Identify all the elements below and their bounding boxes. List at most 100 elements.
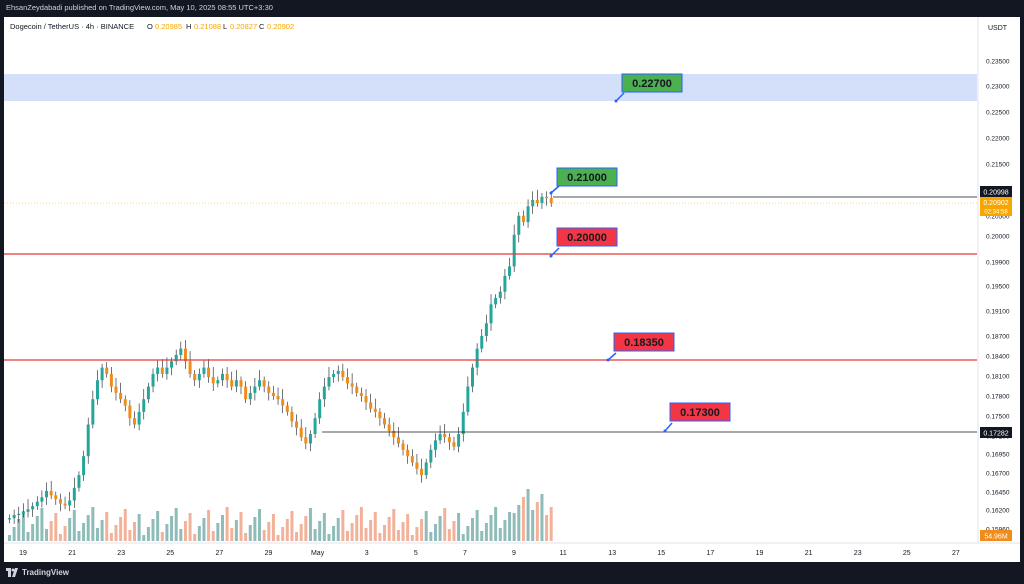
candle-body <box>355 386 359 393</box>
time-tick-label: 25 <box>166 550 174 557</box>
volume-bar <box>420 519 424 541</box>
candle-body <box>68 500 72 506</box>
chart-background <box>4 17 1020 562</box>
countdown-text: 02:34:58 <box>984 210 1008 216</box>
price-chart[interactable]: Dogecoin / TetherUS · 4h · BINANCE O 0.2… <box>4 17 1020 562</box>
candle-body <box>295 421 299 428</box>
volume-bar <box>415 527 419 541</box>
volume-bar <box>271 514 275 541</box>
candle-body <box>271 392 275 397</box>
candle-body <box>512 234 516 267</box>
volume-bar <box>378 533 382 541</box>
candle-body <box>220 373 224 381</box>
time-tick-label: 3 <box>365 550 369 557</box>
volume-bar <box>45 529 49 541</box>
candle-body <box>58 499 62 504</box>
candle-body <box>545 196 549 199</box>
ohlc-open-value: 0.20985 <box>155 22 182 31</box>
volume-bar <box>183 521 187 541</box>
volume-bar <box>313 529 317 541</box>
time-tick-label: 17 <box>707 550 715 557</box>
level-callout-0.17300[interactable]: 0.17300 <box>663 402 731 433</box>
volume-bar <box>119 517 123 541</box>
publish-bar: EhsanZeydabadi published on TradingView.… <box>0 0 1024 17</box>
volume-bar <box>531 510 535 541</box>
time-tick-label: 21 <box>68 550 76 557</box>
volume-bar <box>160 532 164 541</box>
callout-anchor <box>614 99 618 103</box>
callout-anchor <box>549 191 553 195</box>
candle-body <box>322 386 326 400</box>
time-tick-label: 23 <box>117 550 125 557</box>
candle-body <box>433 440 437 450</box>
volume-bar <box>327 534 331 541</box>
volume-bar <box>258 509 262 541</box>
candle-body <box>420 468 424 476</box>
candle-body <box>267 386 271 393</box>
candle-body <box>183 348 187 362</box>
volume-bar <box>424 511 428 541</box>
volume-bar <box>230 528 234 541</box>
candle-body <box>109 373 113 387</box>
volume-bar <box>72 510 76 541</box>
volume-bar <box>285 519 289 541</box>
time-tick-label: 5 <box>414 550 418 557</box>
level-callout-0.21000[interactable]: 0.21000 <box>549 167 618 195</box>
candle-body <box>424 462 428 476</box>
candle-body <box>45 490 49 498</box>
level-callout-0.22700[interactable]: 0.22700 <box>614 73 683 103</box>
level-callout-0.18350[interactable]: 0.18350 <box>606 332 675 362</box>
volume-bar <box>526 489 530 541</box>
candle-body <box>156 367 160 374</box>
ohlc-high-value: 0.21088 <box>194 22 221 31</box>
candle-body <box>369 402 373 409</box>
volume-bar <box>308 508 312 541</box>
volume-bar <box>401 522 405 541</box>
time-tick-label: 27 <box>952 550 960 557</box>
candle-body <box>299 427 303 438</box>
volume-bar <box>290 511 294 541</box>
candle-body <box>174 354 178 362</box>
candle-body <box>35 501 39 507</box>
volume-bar <box>49 521 53 541</box>
candle-body <box>114 386 118 393</box>
candle-body <box>170 361 174 368</box>
candle-body <box>508 266 512 276</box>
volume-bar <box>304 516 308 541</box>
candle-body <box>318 399 322 419</box>
candle-body <box>128 405 132 419</box>
price-tag-high: 0.20998 <box>980 186 1012 197</box>
volume-bar <box>521 497 525 541</box>
level-callout-0.20000[interactable]: 0.20000 <box>549 227 618 258</box>
volume-bar <box>82 523 86 541</box>
candle-body <box>211 377 215 384</box>
price-axis: 0.235000.230000.225000.220000.215000.210… <box>986 59 1010 534</box>
price-tick-label: 0.19900 <box>986 260 1010 267</box>
callout-box <box>669 402 731 422</box>
candle-body <box>12 514 16 519</box>
volume-bar <box>31 524 35 541</box>
volume-bar <box>225 507 229 541</box>
volume-bar <box>197 526 201 541</box>
price-tick-label: 0.17500 <box>986 414 1010 421</box>
volume-bar <box>396 530 400 541</box>
volume-bar <box>494 507 498 541</box>
footer-brand: TradingView <box>22 568 69 577</box>
volume-bar <box>318 521 322 541</box>
candle-body <box>8 518 11 520</box>
volume-bar <box>133 522 137 541</box>
candle-body <box>401 443 405 450</box>
candle-body <box>239 380 243 387</box>
callout-pointer <box>550 247 560 257</box>
candle-body <box>244 386 248 400</box>
time-tick-label: 11 <box>559 550 566 557</box>
candle-body <box>387 424 391 431</box>
candle-body <box>429 449 433 463</box>
candle-body <box>202 367 206 374</box>
candle-body <box>415 462 419 469</box>
candle-body <box>350 383 354 387</box>
volume-bar <box>359 507 363 541</box>
volume-bar <box>77 531 81 541</box>
candle-body <box>230 380 234 387</box>
price-tick-label: 0.23500 <box>986 59 1010 66</box>
